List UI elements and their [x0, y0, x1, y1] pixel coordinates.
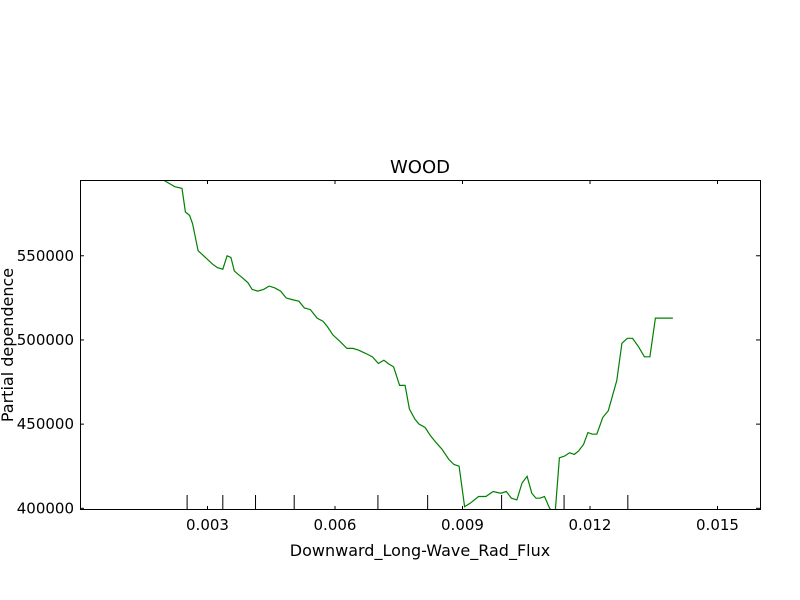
plot-area — [162, 180, 673, 510]
chart-title: WOOD — [390, 157, 450, 178]
y-tick-label: 450000 — [17, 415, 74, 433]
y-tick-label: 400000 — [17, 499, 74, 517]
series-line-0 — [162, 180, 673, 510]
x-tick-label: 0.003 — [186, 516, 229, 534]
y-tick-label: 550000 — [17, 247, 74, 265]
x-tick-label: 0.012 — [569, 516, 612, 534]
y-tick-label: 500000 — [17, 331, 74, 349]
x-axis-label: Downward_Long-Wave_Rad_Flux — [290, 541, 550, 561]
x-tick-label: 0.009 — [441, 516, 484, 534]
x-tick-label: 0.015 — [696, 516, 739, 534]
x-tick-label: 0.006 — [314, 516, 357, 534]
plot-frame — [80, 180, 761, 510]
y-axis-label: Partial dependence — [0, 268, 17, 422]
